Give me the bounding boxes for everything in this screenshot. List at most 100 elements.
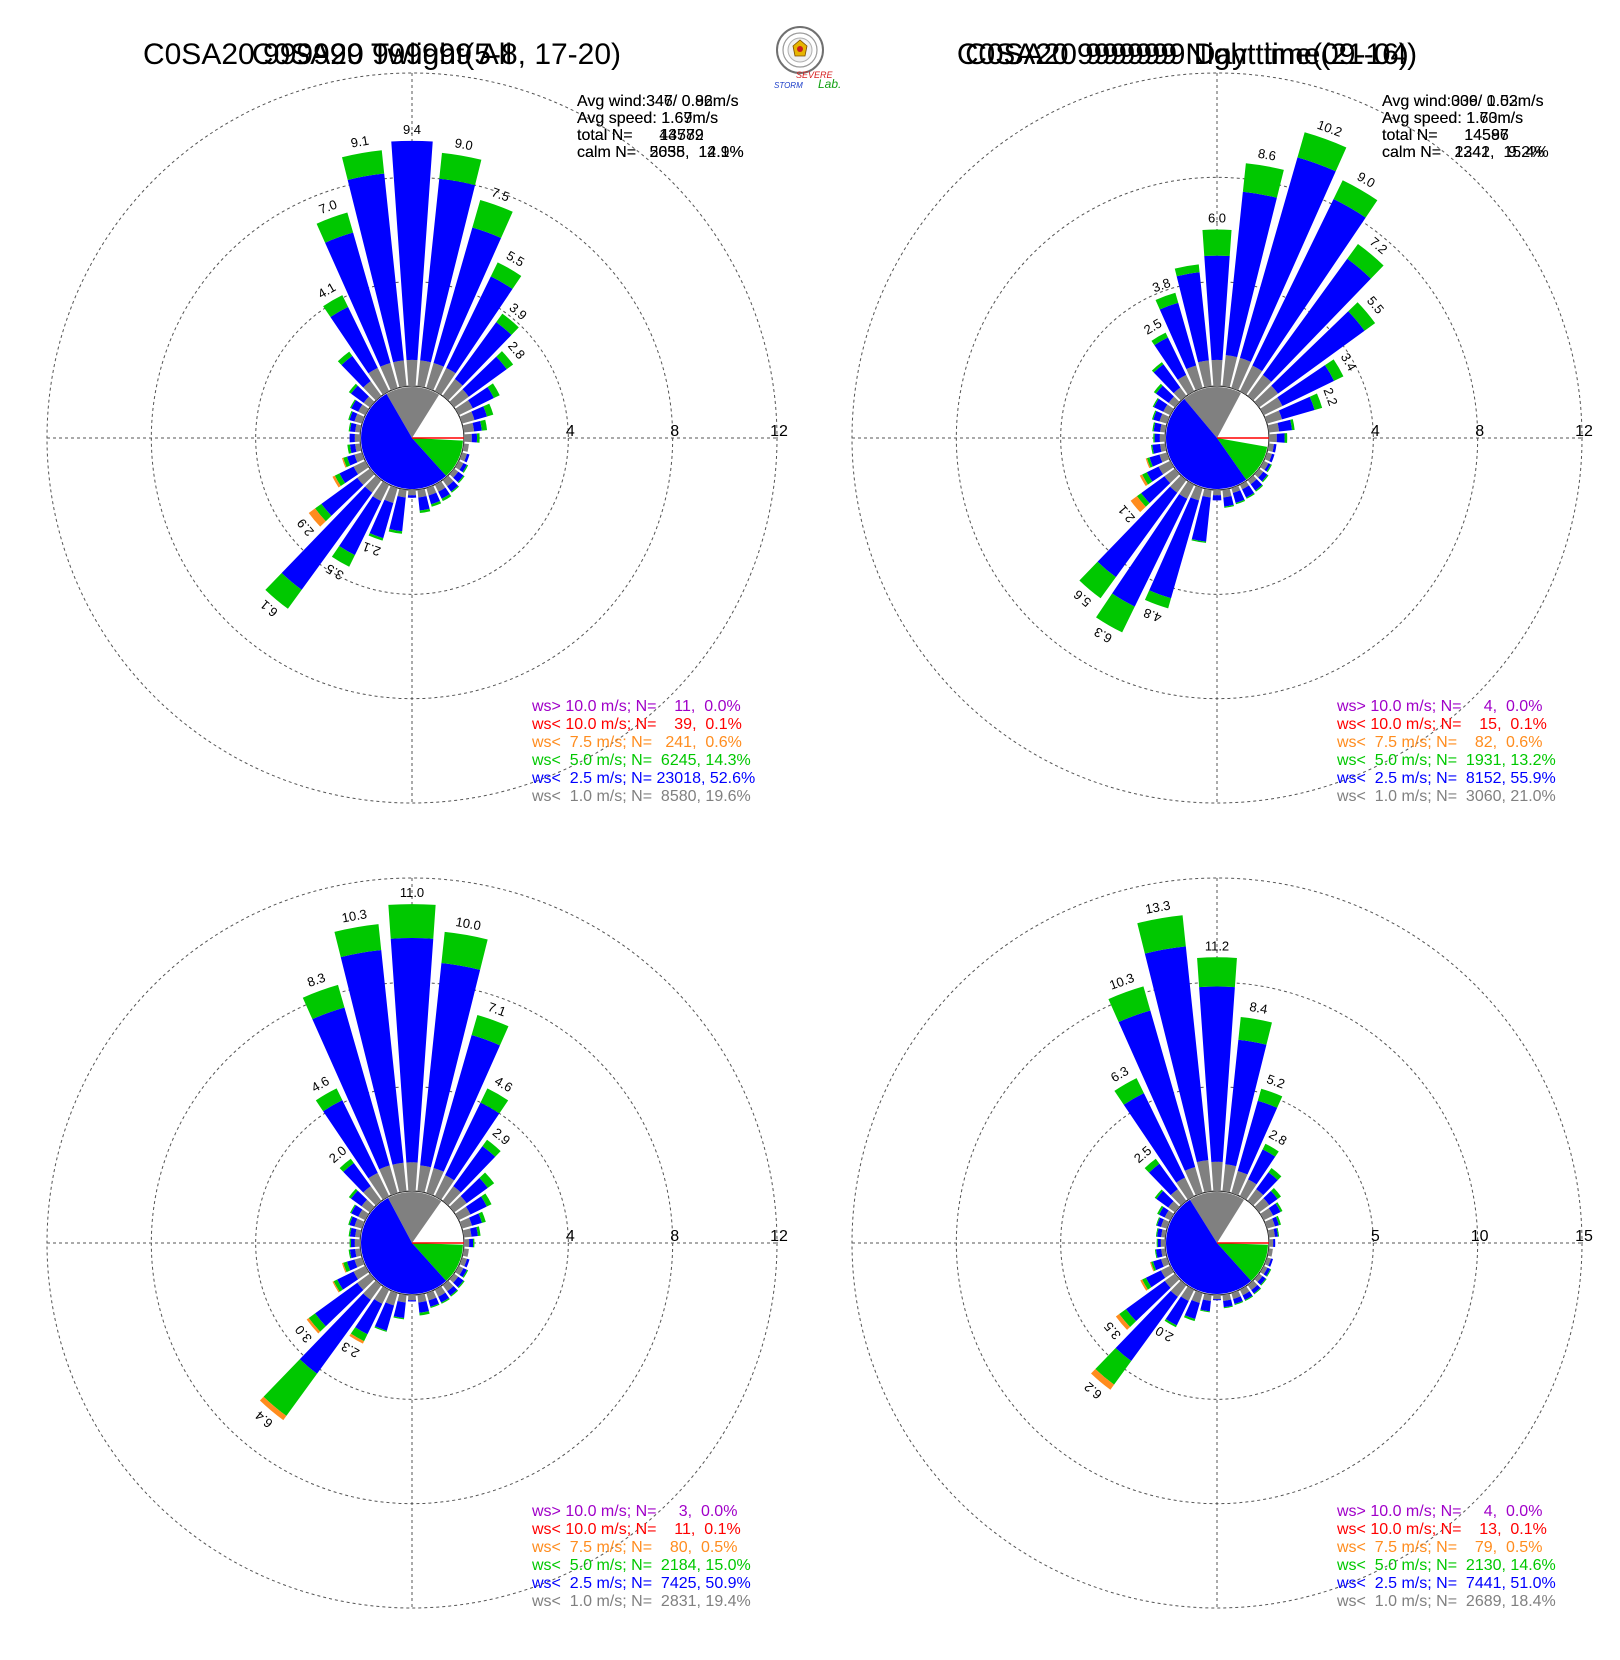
- wind-sector-bar: [263, 1359, 318, 1416]
- wind-sector-bar: [361, 1199, 375, 1213]
- stat-avg-speed: Avg speed: 1.67m/s: [577, 110, 718, 127]
- wind-sector-bar: [1155, 292, 1179, 310]
- grid-ring: [255, 1086, 569, 1400]
- wind-sector-bar: [449, 468, 459, 478]
- wind-sector-bar: [349, 422, 357, 433]
- wind-sector-bar: [350, 1190, 368, 1207]
- wind-sector-bar: [1309, 393, 1323, 411]
- wind-sector-bar: [337, 1271, 359, 1290]
- wind-sector-bar: [1272, 1216, 1280, 1227]
- wind-sector-bar: [1232, 490, 1245, 504]
- wind-sector-bar: [308, 508, 326, 527]
- wind-sector-bar: [1168, 1201, 1180, 1213]
- wind-sector-bar: [1179, 481, 1195, 499]
- wind-sector-bar: [1184, 1300, 1200, 1320]
- wind-sector-bar: [472, 1238, 475, 1248]
- sector-label: 8.3: [305, 970, 327, 990]
- wind-sector-bar: [265, 572, 302, 609]
- wind-sector-bar: [346, 1259, 358, 1271]
- wind-sector-bar: [471, 433, 478, 443]
- wind-sector-bar: [482, 1139, 501, 1157]
- wind-sector-bar: [426, 485, 437, 496]
- wind-sector-bar: [1158, 460, 1174, 475]
- wind-sector-bar: [1095, 1347, 1132, 1385]
- ring-label: 15: [1575, 1228, 1593, 1245]
- wind-sector-bar: [431, 500, 442, 507]
- wind-sector-bar: [442, 1186, 461, 1206]
- wind-sector-bar: [1136, 493, 1150, 507]
- wind-sector-bar: [1176, 1177, 1195, 1200]
- wind-sector-bar: [1164, 1273, 1180, 1288]
- legend-entry: ws< 7.5 m/s; N= 80, 0.5%: [531, 1539, 737, 1556]
- wind-sector-bar: [1152, 1259, 1164, 1271]
- wind-sector-bar: [1267, 1228, 1275, 1238]
- wind-sector-bar: [459, 1217, 473, 1229]
- wind-sector-bar: [1149, 1261, 1155, 1272]
- sector-label: 2.1: [361, 539, 383, 559]
- wind-sector-bar: [349, 1227, 357, 1238]
- wind-sector-bar: [1202, 1293, 1212, 1301]
- wind-sector-bar: [1239, 481, 1249, 490]
- wind-sector-bar: [323, 295, 349, 318]
- wind-sector-bar: [1183, 1315, 1196, 1322]
- wind-sector-bar: [464, 1258, 470, 1268]
- wind-sector-bar: [487, 383, 500, 399]
- grid-ring: [1060, 1086, 1374, 1400]
- wind-sector-bar: [1152, 397, 1159, 408]
- wind-sector-bar: [1168, 396, 1180, 408]
- wind-sector-bar: [455, 1265, 464, 1275]
- wind-sector-bar: [1271, 311, 1365, 394]
- sector-label: 9.4: [403, 122, 421, 137]
- ring-label: 8: [670, 423, 679, 440]
- wind-sector-bar: [1254, 468, 1264, 478]
- ring-label: 4: [566, 1228, 575, 1245]
- wind-sector-bar: [1277, 365, 1335, 407]
- wind-sector-bar: [334, 473, 346, 487]
- wind-sector-bar: [462, 422, 475, 433]
- wind-sector-bar: [1246, 493, 1255, 499]
- wind-sector-bar: [1213, 1294, 1221, 1300]
- wind-sector-bar: [1244, 1295, 1254, 1301]
- wind-sector-bar: [1108, 986, 1151, 1023]
- wind-sector-bar: [341, 355, 371, 388]
- wind-sector-bar: [453, 471, 464, 483]
- wind-sector-bar: [1263, 1267, 1271, 1277]
- wind-sector-bar: [1146, 466, 1164, 482]
- wind-sector-bar: [1191, 496, 1211, 542]
- wind-sector-bar: [1163, 404, 1174, 416]
- wind-sector-bar: [1153, 364, 1181, 394]
- sector-label: 3.9: [506, 300, 529, 323]
- wind-sector-bar: [1202, 229, 1232, 257]
- wind-sector-bar: [1164, 468, 1180, 484]
- sector-label: 2.2: [1320, 386, 1340, 408]
- wind-sector-bar: [355, 1229, 362, 1238]
- wind-sector-bar: [1130, 496, 1146, 513]
- sector-label: 2.0: [326, 1143, 349, 1166]
- wind-sector-bar: [1142, 472, 1153, 485]
- wind-sector-bar: [348, 1188, 358, 1199]
- sector-label: 5.2: [1265, 1071, 1287, 1091]
- wind-sector-bar: [1151, 332, 1168, 346]
- wind-sector-bar: [407, 495, 417, 498]
- wind-sectors: 11.010.07.14.62.92.36.43.02.04.68.310.3: [252, 885, 515, 1431]
- wind-sector-bar: [480, 419, 488, 431]
- wind-sector-bar: [363, 1280, 382, 1300]
- wind-sector-bar: [450, 1289, 459, 1297]
- wind-sector-bar: [1297, 132, 1347, 172]
- wind-sector-bar: [481, 1193, 492, 1207]
- wind-sector-bar: [1152, 422, 1156, 432]
- wind-sector-bar: [1225, 191, 1277, 358]
- wind-sector-bar: [350, 1238, 355, 1248]
- stat-calm: calm N= 2241, 15.4%: [1382, 144, 1549, 161]
- wind-sector-bar: [1096, 593, 1135, 633]
- wind-sector-bar: [1275, 1215, 1282, 1226]
- wind-sector-bar: [1177, 374, 1195, 395]
- sector-label: 3.4: [1338, 350, 1360, 373]
- wind-sector-bar: [368, 533, 384, 541]
- stat-avg-wind: Avg wind:006/ 0.53m/s: [1382, 93, 1544, 110]
- wind-sector-bar: [1324, 359, 1344, 381]
- wind-sector-bar: [419, 1311, 430, 1316]
- calm-pie-slice: [1217, 438, 1268, 480]
- wind-sector-bar: [417, 360, 431, 388]
- calm-pie-slice: [1165, 398, 1247, 490]
